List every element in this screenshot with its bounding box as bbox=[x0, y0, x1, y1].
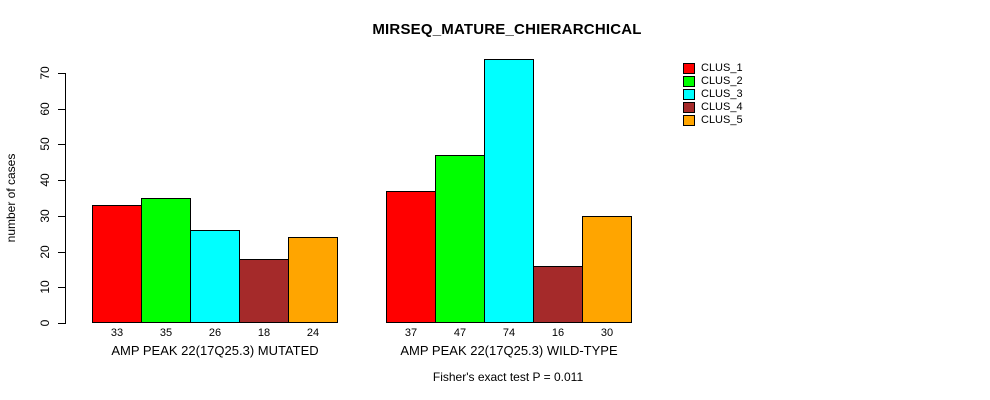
bar-clus_4-group2 bbox=[533, 266, 583, 323]
legend-swatch-icon bbox=[683, 76, 695, 87]
y-axis-tick-label: 70 bbox=[38, 66, 52, 80]
chart-title: MIRSEQ_MATURE_CHIERARCHICAL bbox=[372, 21, 642, 38]
legend-label: CLUS_3 bbox=[701, 88, 743, 100]
y-axis-tick-label: 20 bbox=[38, 244, 52, 259]
legend-item: CLUS_1 bbox=[683, 62, 743, 75]
y-axis-tick-label: 40 bbox=[38, 173, 52, 187]
bar-clus_3-group2 bbox=[484, 59, 534, 323]
footnote: Fisher's exact test P = 0.011 bbox=[432, 370, 584, 384]
y-axis-tick-label: 0 bbox=[38, 319, 52, 327]
bar-clus_5-group1 bbox=[288, 237, 338, 323]
legend-label: CLUS_5 bbox=[701, 114, 743, 126]
bar-value-label: 16 bbox=[551, 327, 565, 339]
bar-clus_1-group2 bbox=[386, 191, 436, 323]
y-axis-label: number of cases bbox=[4, 153, 18, 243]
legend-item: CLUS_3 bbox=[683, 88, 743, 101]
y-axis-tick-label: 30 bbox=[38, 209, 52, 223]
bar-value-label: 74 bbox=[502, 327, 516, 339]
bar-value-label: 47 bbox=[453, 327, 467, 339]
bar-value-label: 18 bbox=[257, 327, 271, 339]
y-axis-tick bbox=[58, 73, 65, 74]
legend-item: CLUS_2 bbox=[683, 75, 743, 88]
y-axis-tick bbox=[58, 144, 65, 146]
legend-label: CLUS_2 bbox=[701, 75, 743, 87]
group-label: AMP PEAK 22(17Q25.3) MUTATED bbox=[111, 343, 319, 358]
y-axis-tick-label: 10 bbox=[38, 280, 52, 294]
y-axis-tick bbox=[58, 108, 65, 110]
bar-value-label: 30 bbox=[600, 327, 614, 339]
group-label: AMP PEAK 22(17Q25.3) WILD-TYPE bbox=[400, 343, 618, 358]
legend: CLUS_1 CLUS_2 CLUS_3 CLUS_4 CLUS_5 bbox=[683, 62, 743, 127]
legend-item: CLUS_5 bbox=[683, 114, 743, 127]
bar-clus_5-group2 bbox=[582, 216, 632, 323]
legend-swatch-icon bbox=[683, 89, 695, 100]
legend-swatch-icon bbox=[683, 102, 695, 113]
bar-clus_3-group1 bbox=[190, 230, 240, 323]
y-axis-tick bbox=[58, 251, 65, 253]
y-axis-tick bbox=[58, 180, 65, 182]
y-axis-tick bbox=[58, 323, 65, 324]
bar-value-label: 33 bbox=[110, 327, 124, 339]
bar-value-label: 24 bbox=[306, 327, 320, 339]
y-axis-tick bbox=[58, 287, 65, 289]
y-axis-tick-label: 50 bbox=[38, 137, 52, 152]
legend-swatch-icon bbox=[683, 115, 695, 126]
legend-swatch-icon bbox=[683, 63, 695, 74]
bar-value-label: 37 bbox=[404, 327, 418, 339]
bar-value-label: 26 bbox=[208, 327, 222, 339]
bar-clus_1-group1 bbox=[92, 205, 142, 323]
y-axis-tick bbox=[58, 215, 65, 217]
bar-clus_4-group1 bbox=[239, 259, 289, 323]
y-axis bbox=[65, 73, 66, 324]
legend-label: CLUS_4 bbox=[701, 101, 743, 113]
bar-clus_2-group1 bbox=[141, 198, 191, 323]
bar-clus_2-group2 bbox=[435, 155, 485, 323]
legend-label: CLUS_1 bbox=[701, 62, 743, 74]
y-axis-tick-label: 60 bbox=[38, 102, 52, 116]
bar-value-label: 35 bbox=[159, 327, 173, 339]
legend-item: CLUS_4 bbox=[683, 101, 743, 114]
